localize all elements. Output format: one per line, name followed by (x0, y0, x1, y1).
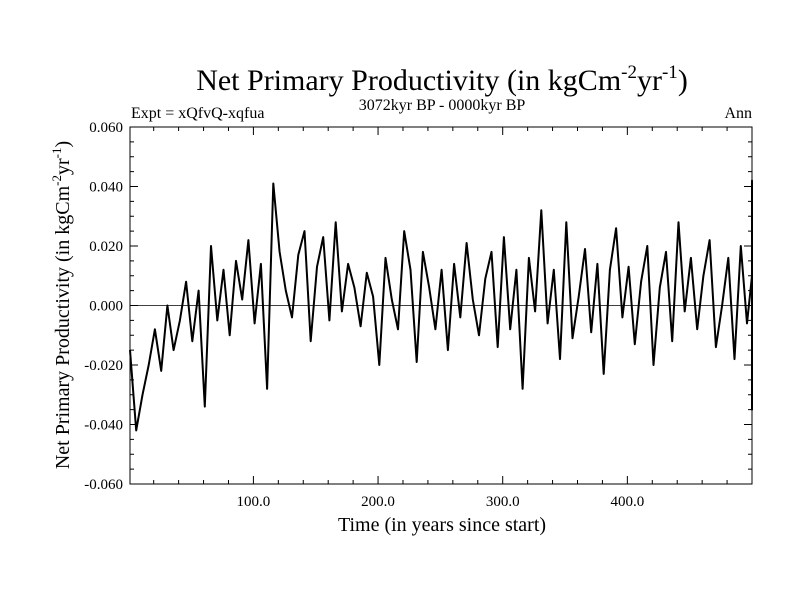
y-tick-label: 0.040 (89, 180, 123, 196)
y-tick-label: 0.020 (89, 239, 123, 255)
y-tick-label: 0.000 (89, 299, 123, 315)
expt-label: Expt = xQfvQ-xqfua (131, 105, 264, 122)
period-label: 3072kyr BP - 0000kyr BP (359, 97, 526, 114)
y-tick-label: 0.060 (89, 120, 123, 136)
season-label: Ann (724, 105, 752, 122)
x-axis-label: Time (in years since start) (338, 514, 546, 536)
y-tick-label: -0.020 (84, 358, 123, 374)
x-tick-label: 200.0 (361, 494, 395, 510)
chart-title: Net Primary Productivity (in kgCm-2yr-1) (196, 62, 688, 97)
y-axis-ticks: -0.060 -0.040 -0.020 0.000 0.020 0.040 0.060 (84, 120, 752, 493)
x-tick-label: 100.0 (237, 494, 271, 510)
x-axis-ticks: 100.0 200.0 300.0 400.0 (153, 127, 753, 510)
x-tick-label: 300.0 (486, 494, 520, 510)
y-tick-label: -0.060 (84, 477, 123, 493)
y-tick-label: -0.040 (84, 418, 123, 434)
y-axis-label: Net Primary Productivity (in kgCm-2yr-1) (49, 141, 74, 469)
series-line-npp (129, 179, 753, 432)
x-tick-label: 400.0 (610, 494, 644, 510)
